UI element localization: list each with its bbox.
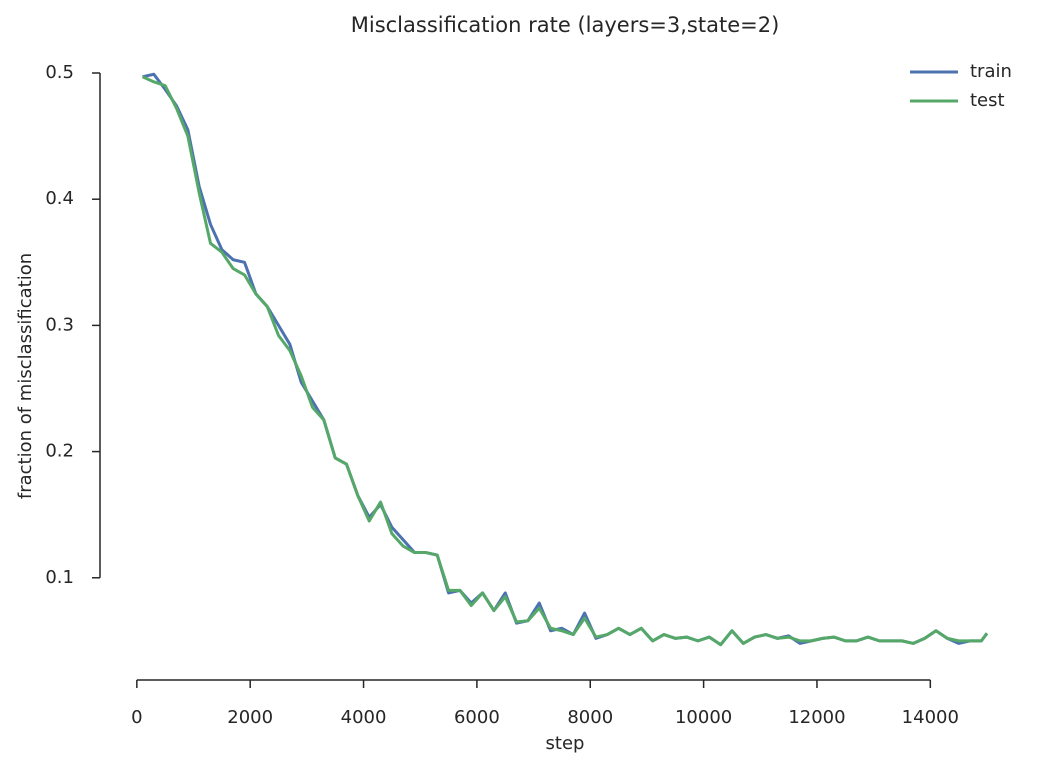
legend-label: test <box>970 90 1005 111</box>
x-axis-label: step <box>546 733 585 754</box>
x-tick-label: 10000 <box>675 707 732 728</box>
y-tick-label: 0.4 <box>45 188 74 209</box>
y-axis-label: fraction of misclassification <box>15 253 36 499</box>
x-tick-label: 14000 <box>902 707 959 728</box>
y-tick-label: 0.1 <box>45 567 74 588</box>
data-line <box>142 72 989 647</box>
y-tick-label: 0.2 <box>45 441 74 462</box>
x-tick-label: 12000 <box>788 707 845 728</box>
chart-title: Misclassification rate (layers=3,state=2… <box>351 13 780 37</box>
y-tick-label: 0.3 <box>45 314 74 335</box>
legend-label: train <box>970 61 1012 82</box>
x-tick-label: 0 <box>131 707 142 728</box>
x-tick-label: 4000 <box>341 707 387 728</box>
x-tick-label: 6000 <box>454 707 500 728</box>
data-line <box>141 75 989 647</box>
x-tick-label: 8000 <box>567 707 613 728</box>
x-tick-label: 2000 <box>227 707 273 728</box>
y-tick-label: 0.5 <box>45 62 74 83</box>
